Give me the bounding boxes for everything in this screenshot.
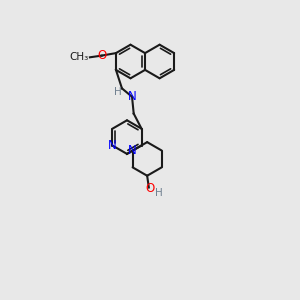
Text: N: N — [108, 139, 117, 152]
Text: N: N — [128, 144, 137, 157]
Text: N: N — [128, 90, 136, 103]
Text: H: H — [114, 87, 122, 97]
Text: H: H — [155, 188, 163, 197]
Text: CH₃: CH₃ — [69, 52, 88, 62]
Text: O: O — [97, 49, 106, 62]
Text: O: O — [146, 182, 155, 196]
